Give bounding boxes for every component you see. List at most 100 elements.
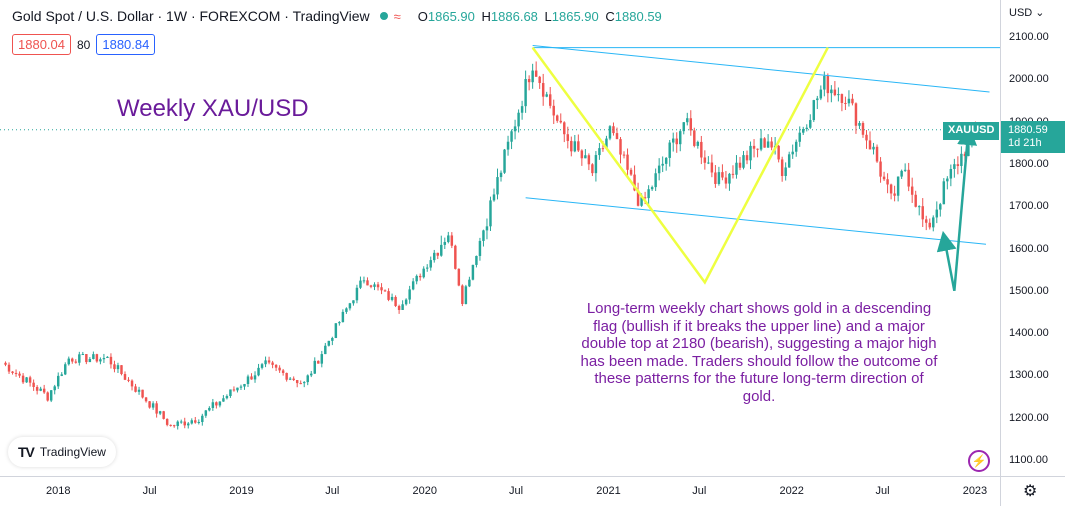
candle-body [587, 155, 591, 165]
candle-body [250, 376, 253, 380]
candle-body [148, 401, 151, 408]
candle-body [668, 142, 671, 158]
close-label: C [605, 8, 615, 24]
candle-body [591, 164, 594, 174]
candle-body [545, 94, 548, 97]
candle-body [657, 165, 661, 174]
price-tick-label: 1700.00 [1009, 200, 1049, 213]
candle-body [960, 153, 963, 167]
open-value: 1865.90 [427, 8, 475, 24]
candle-body [134, 386, 137, 392]
candle-body [85, 354, 88, 363]
candle-body [113, 364, 116, 370]
time-tick-label: 2023 [962, 485, 988, 497]
candle-body [271, 362, 274, 365]
price-axis[interactable]: USD ⌄ 2100.002000.001900.001800.001700.0… [1000, 0, 1065, 476]
currency-selector[interactable]: USD ⌄ [1009, 6, 1045, 19]
candle-body [302, 382, 306, 384]
candle-body [577, 141, 580, 151]
gear-icon[interactable]: ⚙ [1023, 483, 1038, 500]
candle-body [942, 181, 946, 205]
candle-body [889, 184, 893, 194]
buy-price-button[interactable]: 1880.84 [96, 34, 156, 55]
candle-body [295, 380, 299, 384]
candle-body [787, 154, 791, 168]
tradingview-logo[interactable]: TV TradingView [8, 437, 116, 467]
candle-body [390, 296, 394, 300]
candle-body [362, 280, 366, 282]
candle-body [580, 150, 584, 159]
sell-price-button[interactable]: 1880.04 [12, 34, 71, 55]
candle-body [766, 141, 770, 148]
candle-body [306, 375, 309, 383]
axis-corner: ⚙ [1000, 476, 1065, 506]
candle-body [861, 123, 865, 135]
candle-body [408, 289, 411, 300]
candle-body [341, 311, 345, 323]
candle-body [313, 360, 316, 374]
tradingview-logo-icon: TV [18, 444, 35, 460]
candle-body [211, 402, 215, 408]
candle-body [425, 267, 429, 269]
candle-body [622, 154, 626, 156]
candle-body [137, 389, 141, 392]
candle-body [239, 386, 243, 388]
chart-svg[interactable] [0, 0, 1000, 476]
chart-annotation-text[interactable]: Long-term weekly chart shows gold in a d… [580, 300, 938, 405]
candle-body [299, 383, 302, 385]
candle-body [429, 260, 432, 268]
time-axis[interactable]: 2018 Jul 2019 Jul 2020 Jul 2021 Jul 2022 Jul 2023 [0, 476, 1000, 506]
last-price-tag: 1880.59 1d 21h [1001, 121, 1065, 153]
candle-body [647, 189, 650, 199]
green-arrow [936, 230, 957, 292]
chart-text-label[interactable]: Weekly XAU/USD [117, 95, 309, 122]
candle-body [334, 323, 338, 338]
candle-body [492, 194, 496, 201]
candle-body [823, 75, 826, 90]
market-status[interactable]: ≈ [379, 9, 401, 24]
candle-body [510, 131, 513, 142]
candle-body [756, 148, 759, 150]
candle-body [285, 372, 288, 380]
candle-body [714, 172, 717, 184]
candle-body [903, 169, 907, 171]
candle-body [784, 167, 787, 176]
candle-body [742, 155, 745, 168]
candle-body [851, 98, 854, 104]
candle-body [4, 362, 7, 365]
candle-body [893, 193, 896, 196]
candle-body [183, 421, 186, 426]
candle-body [327, 340, 331, 346]
candle-body [664, 157, 668, 164]
candle-body [267, 360, 271, 363]
candle-body [440, 244, 443, 256]
candle-body [383, 290, 387, 292]
candle-body [520, 106, 524, 113]
candle-body [274, 364, 278, 368]
candle-body [25, 377, 28, 383]
symbol-title[interactable]: Gold Spot / U.S. Dollar · 1W · FOREXCOM … [12, 8, 370, 24]
candle-body [671, 138, 675, 143]
candle-body [626, 154, 629, 170]
candle-body [777, 145, 780, 160]
candle-body [759, 138, 763, 150]
candle-body [629, 169, 633, 175]
chart-plot-area[interactable]: Gold Spot / U.S. Dollar · 1W · FOREXCOM … [0, 0, 1000, 476]
candle-body [812, 100, 816, 121]
price-tick-label: 2100.00 [1009, 31, 1049, 43]
candle-body [882, 176, 886, 180]
candle-body [95, 354, 99, 362]
candle-body [875, 146, 879, 162]
time-tick-label: 2022 [779, 485, 804, 497]
candle-body [552, 105, 555, 116]
candle-body [594, 155, 598, 174]
candle-body [598, 148, 601, 156]
candle-body [738, 162, 742, 168]
lightning-icon[interactable]: ⚡ [968, 450, 990, 472]
candle-body [215, 402, 218, 406]
candle-body [844, 102, 847, 104]
candle-body [14, 372, 18, 374]
candle-body [53, 386, 56, 391]
candle-body [71, 358, 74, 362]
candle-body [854, 103, 858, 126]
